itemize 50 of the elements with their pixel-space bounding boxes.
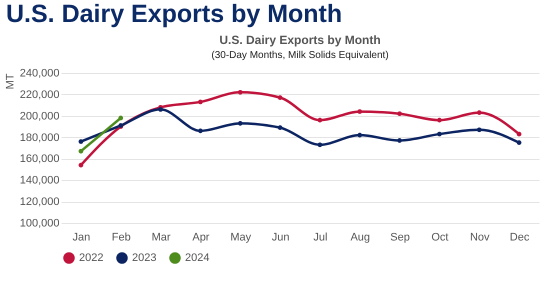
point xyxy=(158,107,163,112)
point xyxy=(318,118,322,122)
point xyxy=(78,139,84,144)
point xyxy=(397,111,402,116)
text: (30-Day Months, Milk Solids Equivalent) xyxy=(211,50,389,61)
point xyxy=(238,90,243,95)
point xyxy=(516,140,522,145)
point xyxy=(516,132,522,136)
x-tick-label: Aug xyxy=(350,232,370,244)
point xyxy=(238,121,243,126)
x-tick-label: Feb xyxy=(112,232,131,244)
y-axis-title: MT xyxy=(4,73,17,90)
chart-title: U.S. Dairy Exports by Month xyxy=(5,0,344,30)
y-tick-label: 180,000 xyxy=(20,132,60,144)
point xyxy=(437,132,442,136)
point xyxy=(278,125,282,130)
chart-subtitle: U.S. Dairy Exports by Month xyxy=(219,33,381,47)
y-tick-label: 160,000 xyxy=(20,153,60,166)
y-tick-label: 100,000 xyxy=(20,218,60,230)
x-tick-label: Dec xyxy=(510,232,530,244)
y-tick-label: 220,000 xyxy=(20,88,60,101)
x-tick-label: Jun xyxy=(272,232,290,244)
point xyxy=(437,118,442,122)
point xyxy=(318,142,322,148)
point xyxy=(476,110,482,115)
legend-label: 2024 xyxy=(185,252,210,264)
point xyxy=(198,128,203,134)
y-tick-label: 240,000 xyxy=(20,68,60,80)
point xyxy=(397,138,402,143)
x-tick-label: May xyxy=(230,232,252,244)
point xyxy=(357,132,362,138)
x-tick-label: Nov xyxy=(470,232,490,244)
legend-label: 2023 xyxy=(132,252,156,264)
y-tick-label: 120,000 xyxy=(20,196,60,208)
x-tick-label: Apr xyxy=(192,232,210,244)
y-tick-label: 200,000 xyxy=(20,110,60,122)
y-tick-label: 140,000 xyxy=(20,174,60,187)
point xyxy=(357,109,362,114)
legend-label: 2022 xyxy=(79,252,104,264)
point xyxy=(78,162,84,168)
x-tick-label: Mar xyxy=(152,232,171,244)
x-tick-label: Jan xyxy=(72,232,90,244)
point xyxy=(278,95,282,100)
point xyxy=(78,148,84,154)
point xyxy=(476,127,482,132)
x-tick-label: Oct xyxy=(431,232,448,244)
point xyxy=(198,100,203,104)
point xyxy=(118,116,124,120)
x-tick-label: Jul xyxy=(313,232,328,244)
x-tick-label: Sep xyxy=(390,232,410,244)
